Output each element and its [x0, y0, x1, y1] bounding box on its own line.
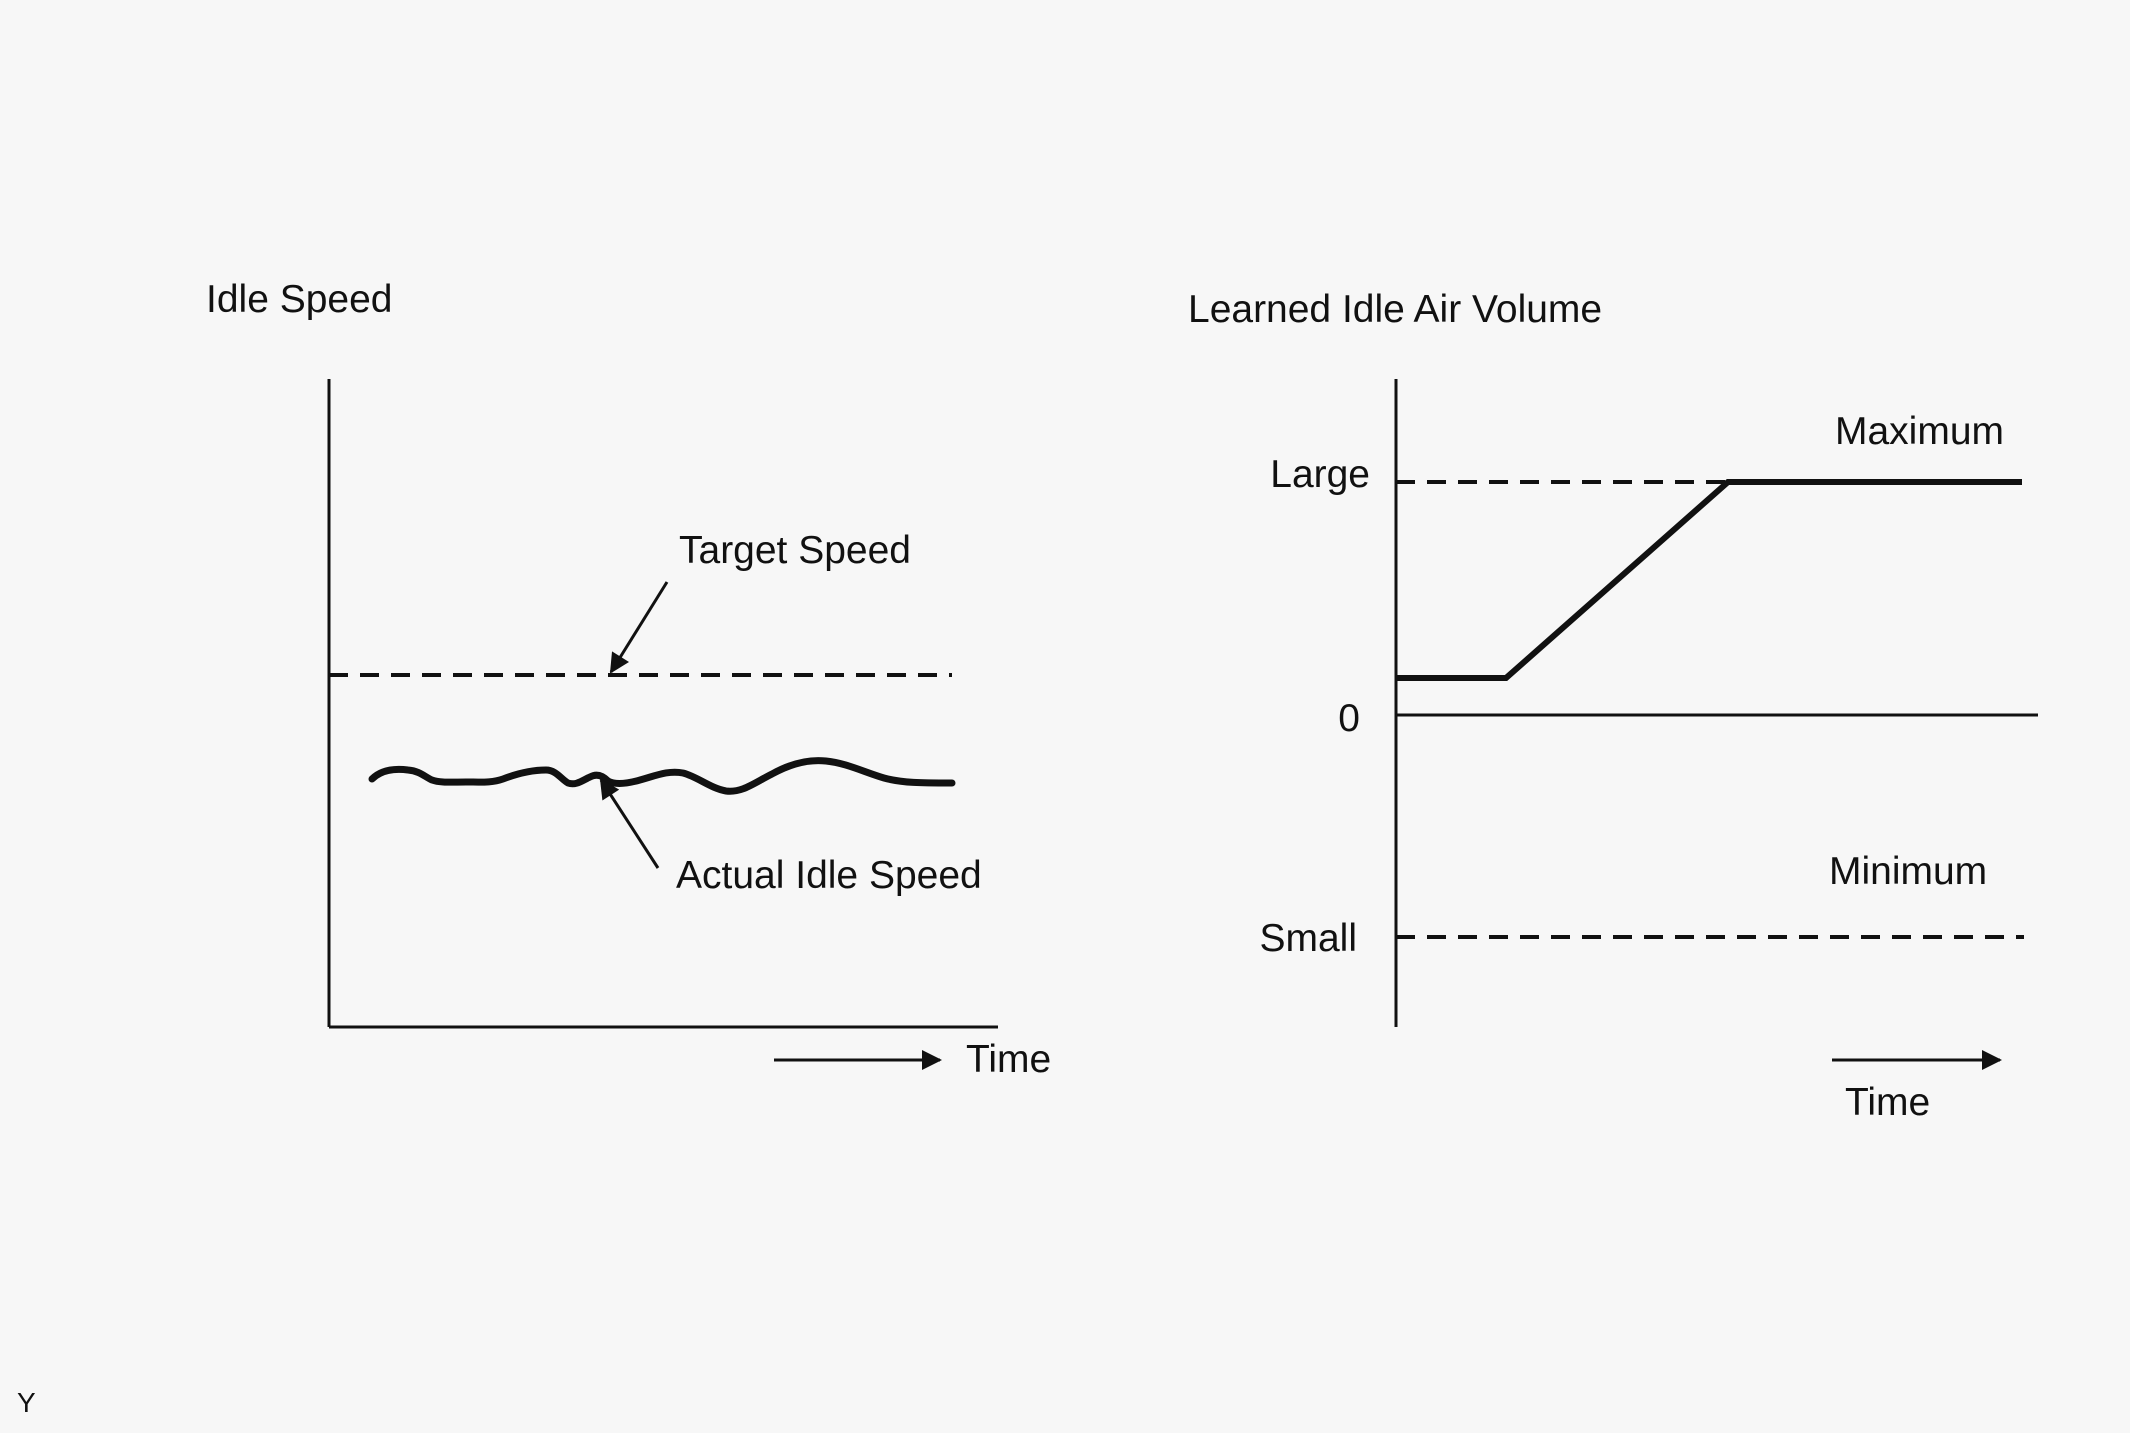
learned-air-volume-axis-label: Learned Idle Air Volume	[1188, 288, 1602, 331]
actual-idle-speed-leader-arrow	[599, 778, 660, 869]
tick-label-large: Large	[1270, 453, 1370, 496]
minimum-label: Minimum	[1829, 850, 1987, 893]
target-speed-leader-arrow	[609, 581, 669, 674]
target-speed-label: Target Speed	[679, 529, 911, 572]
idle-speed-time-label: Time	[966, 1038, 1051, 1081]
air-volume-time-label: Time	[1845, 1081, 1930, 1124]
tick-label-zero: 0	[1338, 697, 1360, 740]
learned-air-volume-line	[1396, 479, 2022, 681]
actual-idle-speed-line	[368, 757, 956, 795]
figure-code: Y	[17, 1387, 36, 1418]
maximum-label: Maximum	[1835, 410, 2004, 453]
actual-idle-speed-label: Actual Idle Speed	[676, 854, 982, 897]
idle-speed-graph: Idle Speed Target Speed Actual Idle Spee…	[206, 278, 1051, 1081]
idle-speed-axis-label: Idle Speed	[206, 278, 393, 321]
learned-idle-air-volume-graph: Learned Idle Air Volume Large 0 Small Ma…	[1188, 288, 2038, 1124]
tick-label-small: Small	[1259, 917, 1357, 960]
